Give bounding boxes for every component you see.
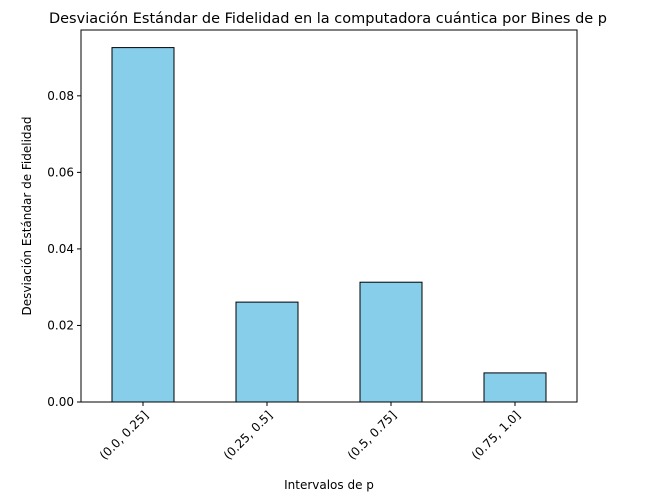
x-axis-label: Intervalos de p	[284, 478, 374, 492]
bar-2	[359, 281, 423, 403]
y-tick-label: 0.00	[47, 395, 74, 409]
x-tick-label: (0.75, 1.0]	[469, 408, 523, 462]
bar-3	[483, 372, 547, 403]
y-axis-label: Desviación Estándar de Fidelidad	[20, 116, 34, 315]
x-axis-ticks: (0.0, 0.25] (0.25, 0.5] (0.5, 0.75] (0.75, …	[97, 402, 523, 463]
bars	[111, 47, 547, 403]
bar-0	[111, 47, 175, 403]
y-tick-label: 0.04	[47, 242, 74, 256]
x-tick-label: (0.25, 0.5]	[221, 408, 275, 462]
y-tick-label: 0.02	[47, 318, 74, 332]
y-tick-label: 0.06	[47, 165, 74, 179]
x-tick-label: (0.5, 0.75]	[345, 408, 399, 462]
y-tick-label: 0.08	[47, 89, 74, 103]
plot-frame	[80, 29, 578, 403]
bar-1	[235, 301, 299, 403]
chart-title: Desviación Estándar de Fidelidad en la c…	[49, 11, 607, 27]
y-axis-ticks: 0.00 0.02 0.04 0.06 0.08	[47, 89, 81, 409]
x-tick-label: (0.0, 0.25]	[97, 408, 151, 462]
